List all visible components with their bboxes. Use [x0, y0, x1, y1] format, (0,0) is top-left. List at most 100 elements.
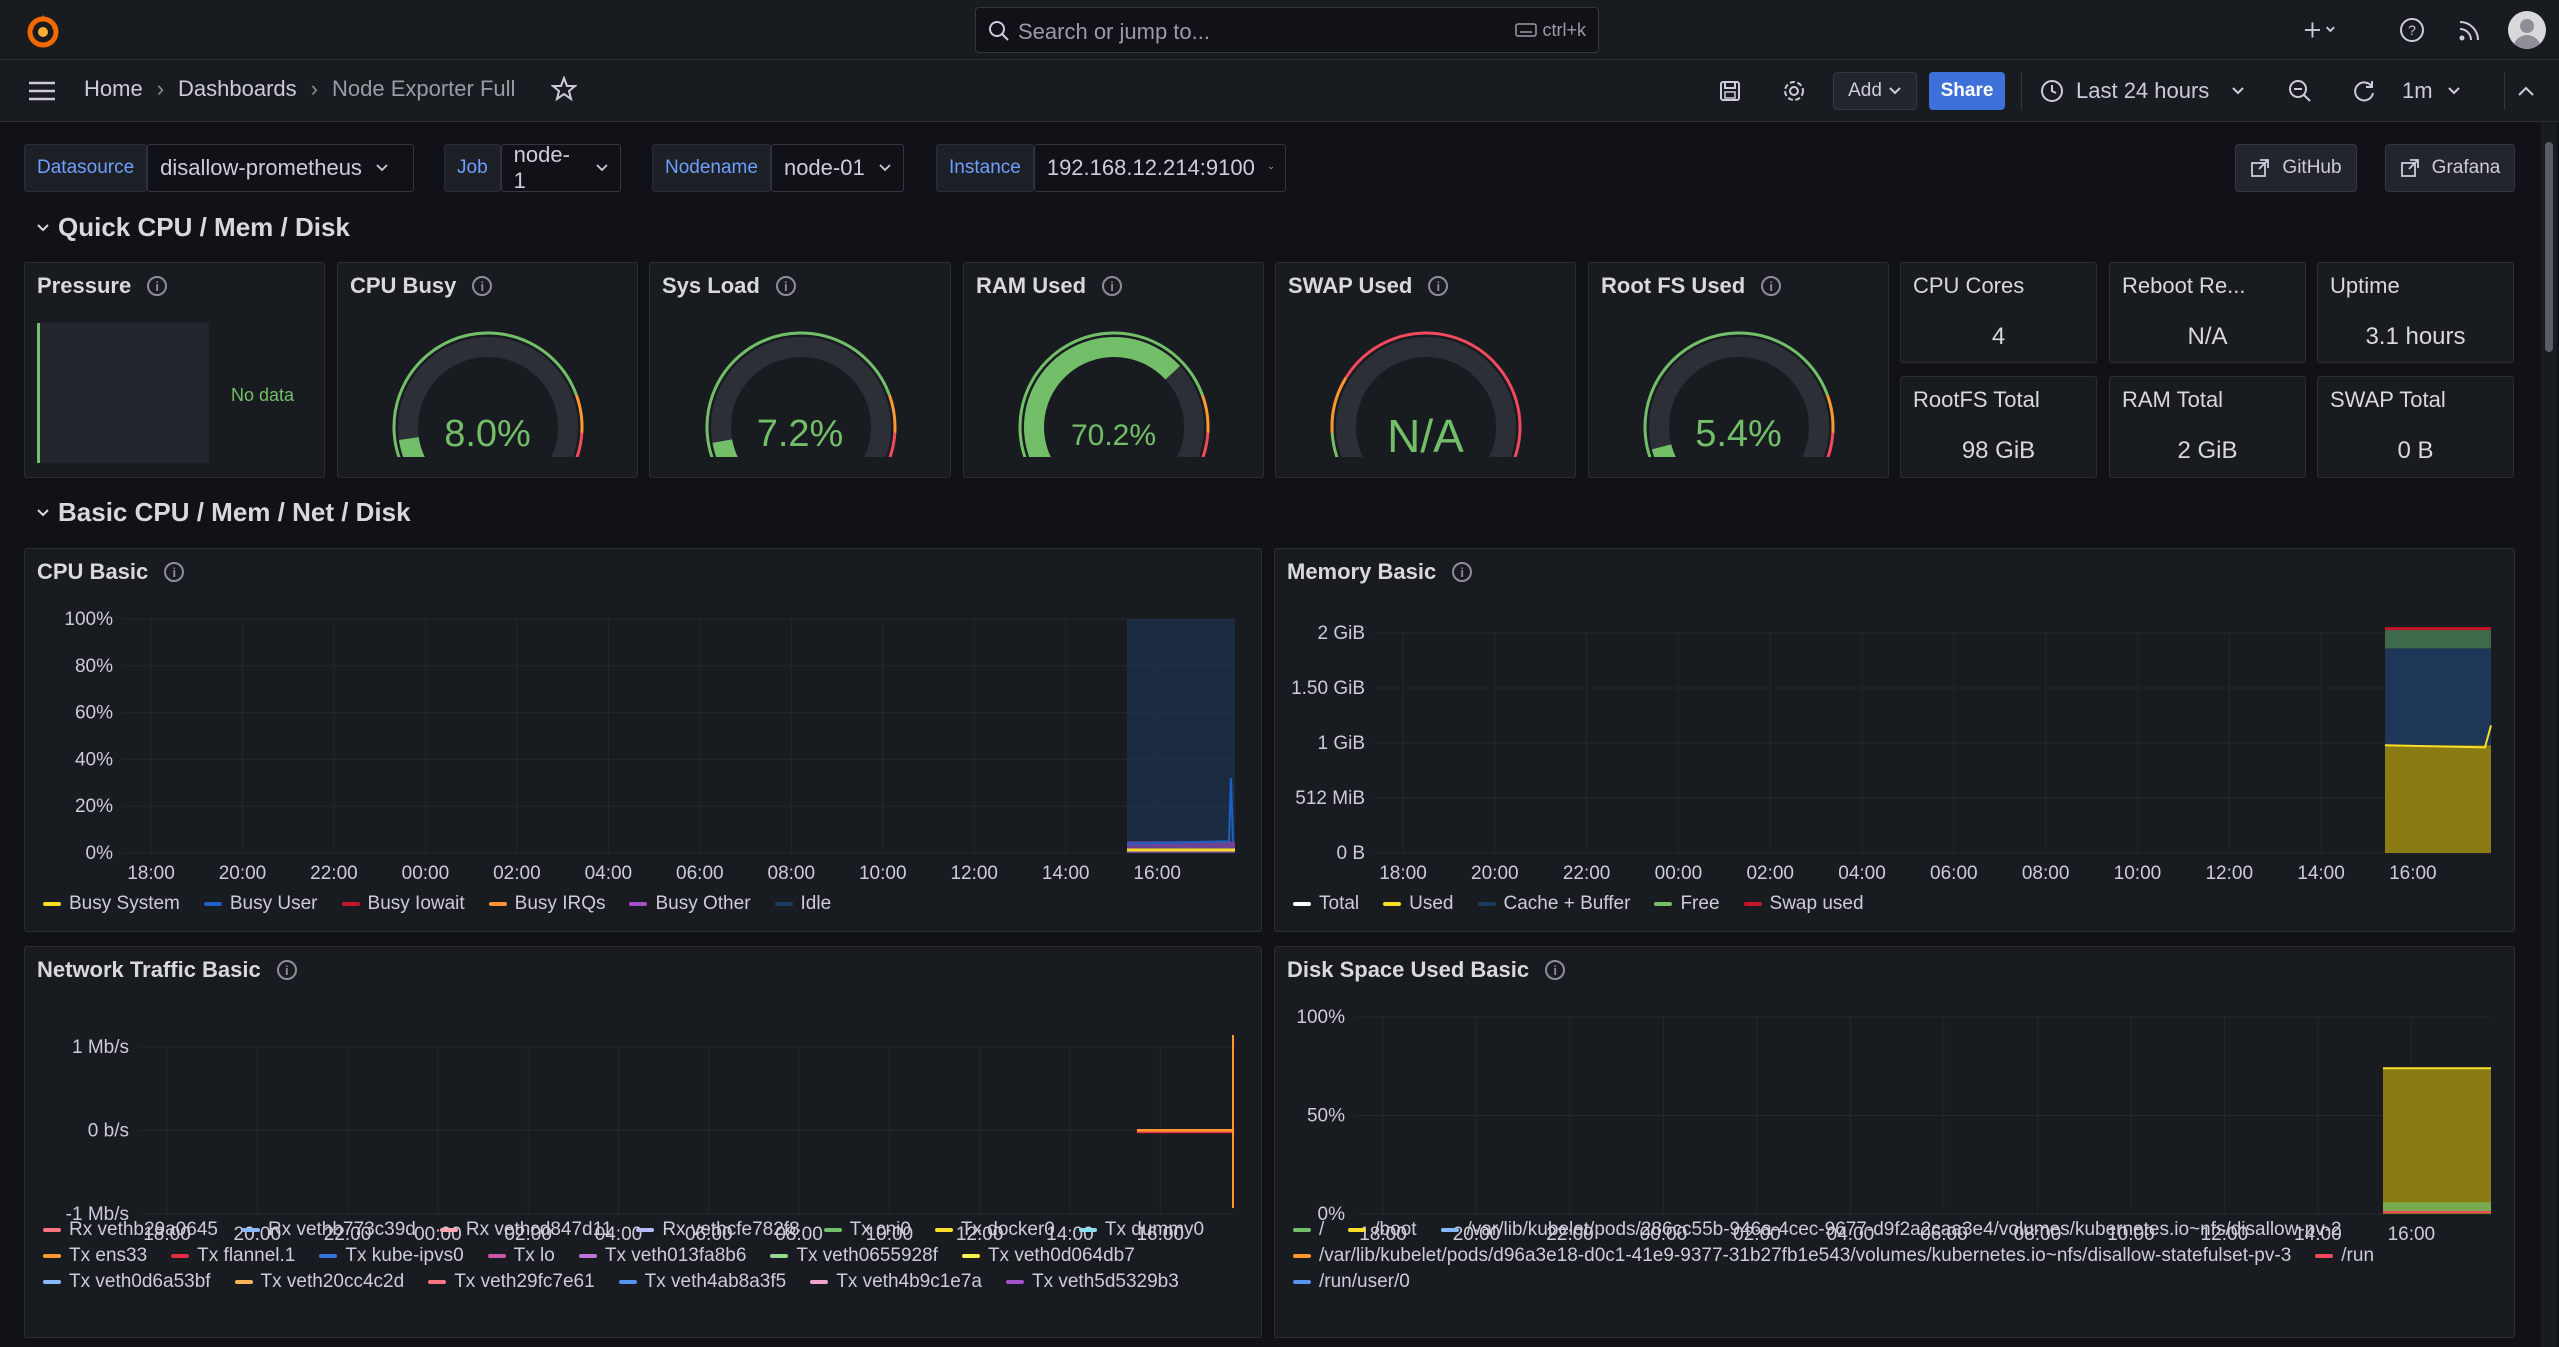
legend-item[interactable]: Rx vethb29a0645: [43, 1219, 218, 1241]
panel-uptime[interactable]: Uptime 3.1 hours: [2317, 262, 2514, 363]
legend-item[interactable]: Rx vethb773c39d: [241, 1219, 416, 1241]
legend-label: Tx flannel.1: [197, 1245, 296, 1266]
legend-item[interactable]: Tx veth0d064db7: [961, 1245, 1135, 1267]
share-button[interactable]: Share: [1929, 72, 2005, 110]
grafana-logo-icon[interactable]: [24, 12, 62, 50]
legend-item[interactable]: Tx veth4b9c1e7a: [810, 1271, 982, 1293]
legend-item[interactable]: Cache + Buffer: [1477, 893, 1630, 915]
legend-item[interactable]: Busy Iowait: [341, 893, 465, 915]
breadcrumb-dashboards[interactable]: Dashboards: [178, 76, 297, 101]
panel-root-fs-used[interactable]: Root FS Used i 5.4%: [1588, 262, 1889, 478]
row-quick-cpu-mem-disk[interactable]: Quick CPU / Mem / Disk: [36, 212, 350, 243]
grafana-link-button[interactable]: Grafana: [2385, 144, 2515, 192]
panel-reboot-required[interactable]: Reboot Re... N/A: [2109, 262, 2306, 363]
legend-item[interactable]: Tx dummy0: [1078, 1219, 1204, 1241]
panel-network-traffic-basic[interactable]: Network Traffic Basic i 18:00 20:00 22:00 00…: [24, 946, 1262, 1338]
add-button[interactable]: Add: [1833, 72, 1917, 110]
panel-rootfs-total[interactable]: RootFS Total 98 GiB: [1900, 376, 2097, 478]
info-icon[interactable]: i: [164, 562, 185, 582]
panel-ram-total[interactable]: RAM Total 2 GiB: [2109, 376, 2306, 478]
legend-item[interactable]: Idle: [774, 893, 831, 915]
panel-swap-used[interactable]: SWAP Used i N/A: [1275, 262, 1576, 478]
help-icon[interactable]: ?: [2396, 14, 2428, 46]
legend-item[interactable]: Tx veth0655928f: [770, 1245, 938, 1267]
scrollbar-thumb[interactable]: [2545, 142, 2553, 352]
refresh-interval-picker[interactable]: 1m: [2402, 74, 2461, 108]
user-avatar[interactable]: [2508, 11, 2546, 49]
search-input[interactable]: Search or jump to... ctrl+k: [975, 7, 1599, 53]
panel-cpu-basic[interactable]: CPU Basic i 18:00 20:00 22:00 00:00 02:00 04:0…: [24, 548, 1262, 932]
variable-select[interactable]: disallow-prometheus: [147, 144, 415, 192]
info-icon[interactable]: i: [1428, 276, 1449, 296]
legend-item[interactable]: Tx flannel.1: [171, 1245, 295, 1267]
legend-item[interactable]: Busy System: [43, 893, 180, 915]
search-icon: [989, 21, 1009, 41]
zoom-out-icon[interactable]: [2284, 75, 2316, 107]
panel-disk-space-used-basic[interactable]: Disk Space Used Basic i 18:00 20:00 22:00 00…: [1274, 946, 2515, 1338]
star-icon[interactable]: [551, 76, 578, 102]
refresh-icon[interactable]: [2348, 75, 2380, 107]
legend-item[interactable]: Tx veth5d5329b3: [1005, 1271, 1179, 1293]
info-icon[interactable]: i: [1545, 960, 1566, 980]
info-icon[interactable]: i: [147, 276, 168, 296]
legend-item[interactable]: Tx veth0d6a53bf: [43, 1271, 211, 1293]
legend-item[interactable]: Rx vethcfe782f8: [636, 1219, 800, 1241]
legend-item[interactable]: Rx vethcd847d11: [439, 1219, 612, 1241]
legend-item[interactable]: Tx kube-ipvs0: [319, 1245, 464, 1267]
legend-item[interactable]: Tx lo: [487, 1245, 555, 1267]
new-plus-icon[interactable]: [2304, 14, 2336, 46]
legend-item[interactable]: Total: [1293, 893, 1359, 915]
legend-item[interactable]: Tx cni0: [823, 1219, 911, 1241]
panel-sys-load[interactable]: Sys Load i 7.2%: [649, 262, 951, 478]
legend-item[interactable]: Tx veth013fa8b6: [578, 1245, 746, 1267]
refresh-interval-label: 1m: [2402, 78, 2433, 103]
panel-memory-basic[interactable]: Memory Basic i 18:00 20:00 22:00 00:00 02:00 0…: [1274, 548, 2515, 932]
variable-select[interactable]: 192.168.12.214:9100: [1033, 144, 1286, 192]
legend-item[interactable]: Busy Other: [629, 893, 751, 915]
panel-title: Network Traffic Basic i: [37, 957, 297, 983]
variable-select[interactable]: node-01: [770, 144, 904, 192]
settings-gear-icon[interactable]: [1778, 75, 1810, 107]
legend-item[interactable]: /: [1293, 1219, 1324, 1241]
legend-item[interactable]: Used: [1383, 893, 1454, 915]
info-icon[interactable]: i: [775, 276, 796, 296]
legend-item[interactable]: Swap used: [1743, 893, 1864, 915]
legend-item[interactable]: /var/lib/kubelet/pods/286cc55b-946a-4cec…: [1440, 1219, 2342, 1241]
gauge-track: [711, 337, 891, 457]
info-icon[interactable]: i: [1102, 276, 1123, 296]
legend-item[interactable]: Tx veth20cc4c2d: [234, 1271, 404, 1293]
legend-item[interactable]: Busy IRQs: [488, 893, 605, 915]
info-icon[interactable]: i: [276, 960, 297, 980]
row-basic-cpu-mem-net-disk[interactable]: Basic CPU / Mem / Net / Disk: [36, 497, 411, 528]
panel-cpu-cores[interactable]: CPU Cores 4: [1900, 262, 2097, 363]
time-range-picker[interactable]: Last 24 hours: [2040, 74, 2245, 108]
legend-item[interactable]: Tx docker0: [934, 1219, 1055, 1241]
legend-item[interactable]: Tx ens33: [43, 1245, 147, 1267]
legend-item[interactable]: Tx veth4ab8a3f5: [618, 1271, 786, 1293]
page-scrollbar[interactable]: [2541, 122, 2557, 1347]
variable-select[interactable]: node-1: [500, 142, 621, 193]
panel-swap-total[interactable]: SWAP Total 0 B: [2317, 376, 2514, 478]
chevron-up-icon[interactable]: [2510, 75, 2542, 107]
breadcrumb-home[interactable]: Home: [84, 76, 143, 101]
legend-item[interactable]: /boot: [1348, 1219, 1417, 1241]
info-icon[interactable]: i: [472, 276, 493, 296]
legend-item[interactable]: /var/lib/kubelet/pods/d96a3e18-d0c1-41e9…: [1293, 1245, 2291, 1267]
save-dashboard-icon[interactable]: [1714, 75, 1746, 107]
info-icon[interactable]: i: [1452, 562, 1473, 582]
panel-cpu-busy[interactable]: CPU Busy i 8.0%: [337, 262, 638, 478]
info-icon[interactable]: i: [1761, 276, 1782, 296]
legend-item[interactable]: /run/user/0: [1293, 1271, 1410, 1293]
variable-label: Instance: [936, 144, 1034, 192]
news-rss-icon[interactable]: [2454, 14, 2486, 46]
legend-item[interactable]: Free: [1654, 893, 1720, 915]
legend-swatch: [341, 902, 360, 906]
panel-pressure[interactable]: Pressure i No data: [24, 262, 325, 478]
add-button-label: Add: [1848, 80, 1882, 101]
legend-item[interactable]: Tx veth29fc7e61: [428, 1271, 595, 1293]
panel-ram-used[interactable]: RAM Used i 70.2%: [963, 262, 1264, 478]
legend-item[interactable]: /run: [2315, 1245, 2374, 1267]
legend-item[interactable]: Busy User: [203, 893, 318, 915]
github-link-button[interactable]: GitHub: [2235, 144, 2357, 192]
menu-hamburger-icon[interactable]: [26, 75, 58, 107]
